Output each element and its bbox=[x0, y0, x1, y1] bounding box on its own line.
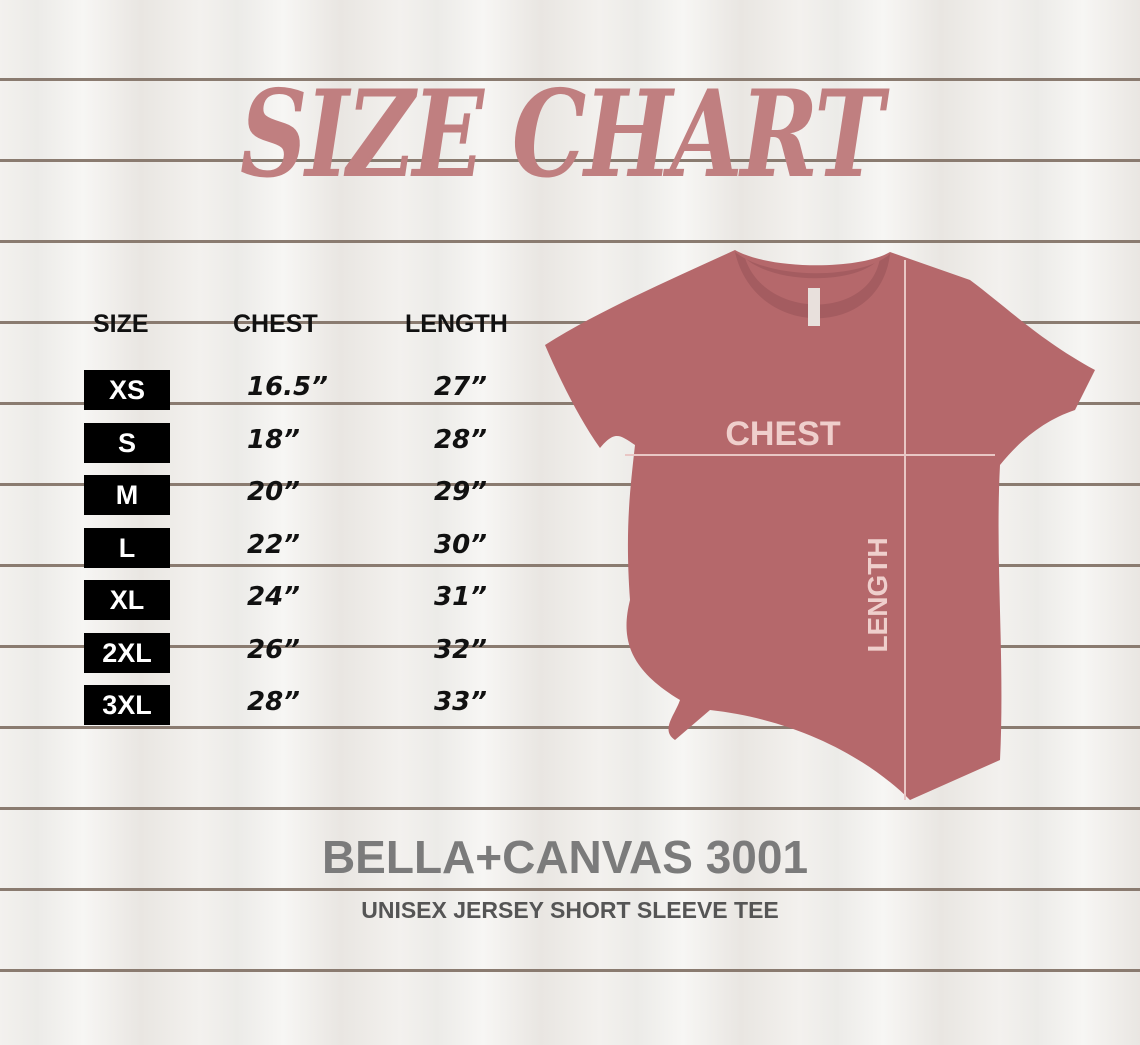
chest-value: 24” bbox=[247, 582, 300, 612]
table-row: L 22” 30” bbox=[84, 527, 544, 568]
header-size: SIZE bbox=[93, 310, 149, 338]
table-row: 3XL 28” 33” bbox=[84, 685, 544, 725]
size-badge: XS bbox=[84, 370, 170, 410]
chest-value: 26” bbox=[247, 634, 300, 665]
chest-value: 22” bbox=[247, 529, 300, 560]
length-value: 29” bbox=[434, 477, 487, 507]
length-value: 32” bbox=[434, 634, 487, 665]
chest-value: 28” bbox=[247, 687, 300, 717]
size-badge: 2XL bbox=[84, 632, 170, 673]
brand-name: BELLA+CANVAS 3001 bbox=[321, 831, 809, 883]
table-row: S 18” 28” bbox=[84, 422, 544, 463]
size-badge: XL bbox=[84, 580, 170, 620]
title-area: SIZE CHART bbox=[240, 70, 900, 200]
length-value: 33” bbox=[434, 687, 487, 717]
table-row: M 20” 29” bbox=[84, 475, 544, 515]
table-row: 2XL 26” 32” bbox=[84, 632, 544, 673]
length-value: 31” bbox=[434, 582, 487, 612]
tshirt-image: CHEST LENGTH bbox=[545, 250, 1095, 800]
table-row: XS 16.5” 27” bbox=[84, 370, 544, 410]
table-row: XL 24” 31” bbox=[84, 580, 544, 620]
size-badge: S bbox=[84, 422, 170, 463]
chest-value: 20” bbox=[247, 477, 300, 507]
length-value: 30” bbox=[434, 529, 487, 560]
length-value: 27” bbox=[434, 372, 487, 402]
chest-value: 16.5” bbox=[247, 372, 328, 402]
length-label: LENGTH bbox=[862, 537, 893, 652]
header-length: LENGTH bbox=[405, 310, 508, 338]
size-badge: L bbox=[84, 527, 170, 568]
page-title: SIZE CHART bbox=[240, 64, 884, 205]
size-badge: M bbox=[84, 475, 170, 515]
header-chest: CHEST bbox=[233, 310, 318, 338]
product-subtitle: UNISEX JERSEY SHORT SLEEVE TEE bbox=[361, 897, 779, 923]
tshirt-body bbox=[545, 250, 1095, 800]
size-badge: 3XL bbox=[84, 685, 170, 725]
length-value: 28” bbox=[434, 424, 487, 455]
chest-value: 18” bbox=[247, 424, 300, 455]
chest-label: CHEST bbox=[725, 415, 840, 453]
